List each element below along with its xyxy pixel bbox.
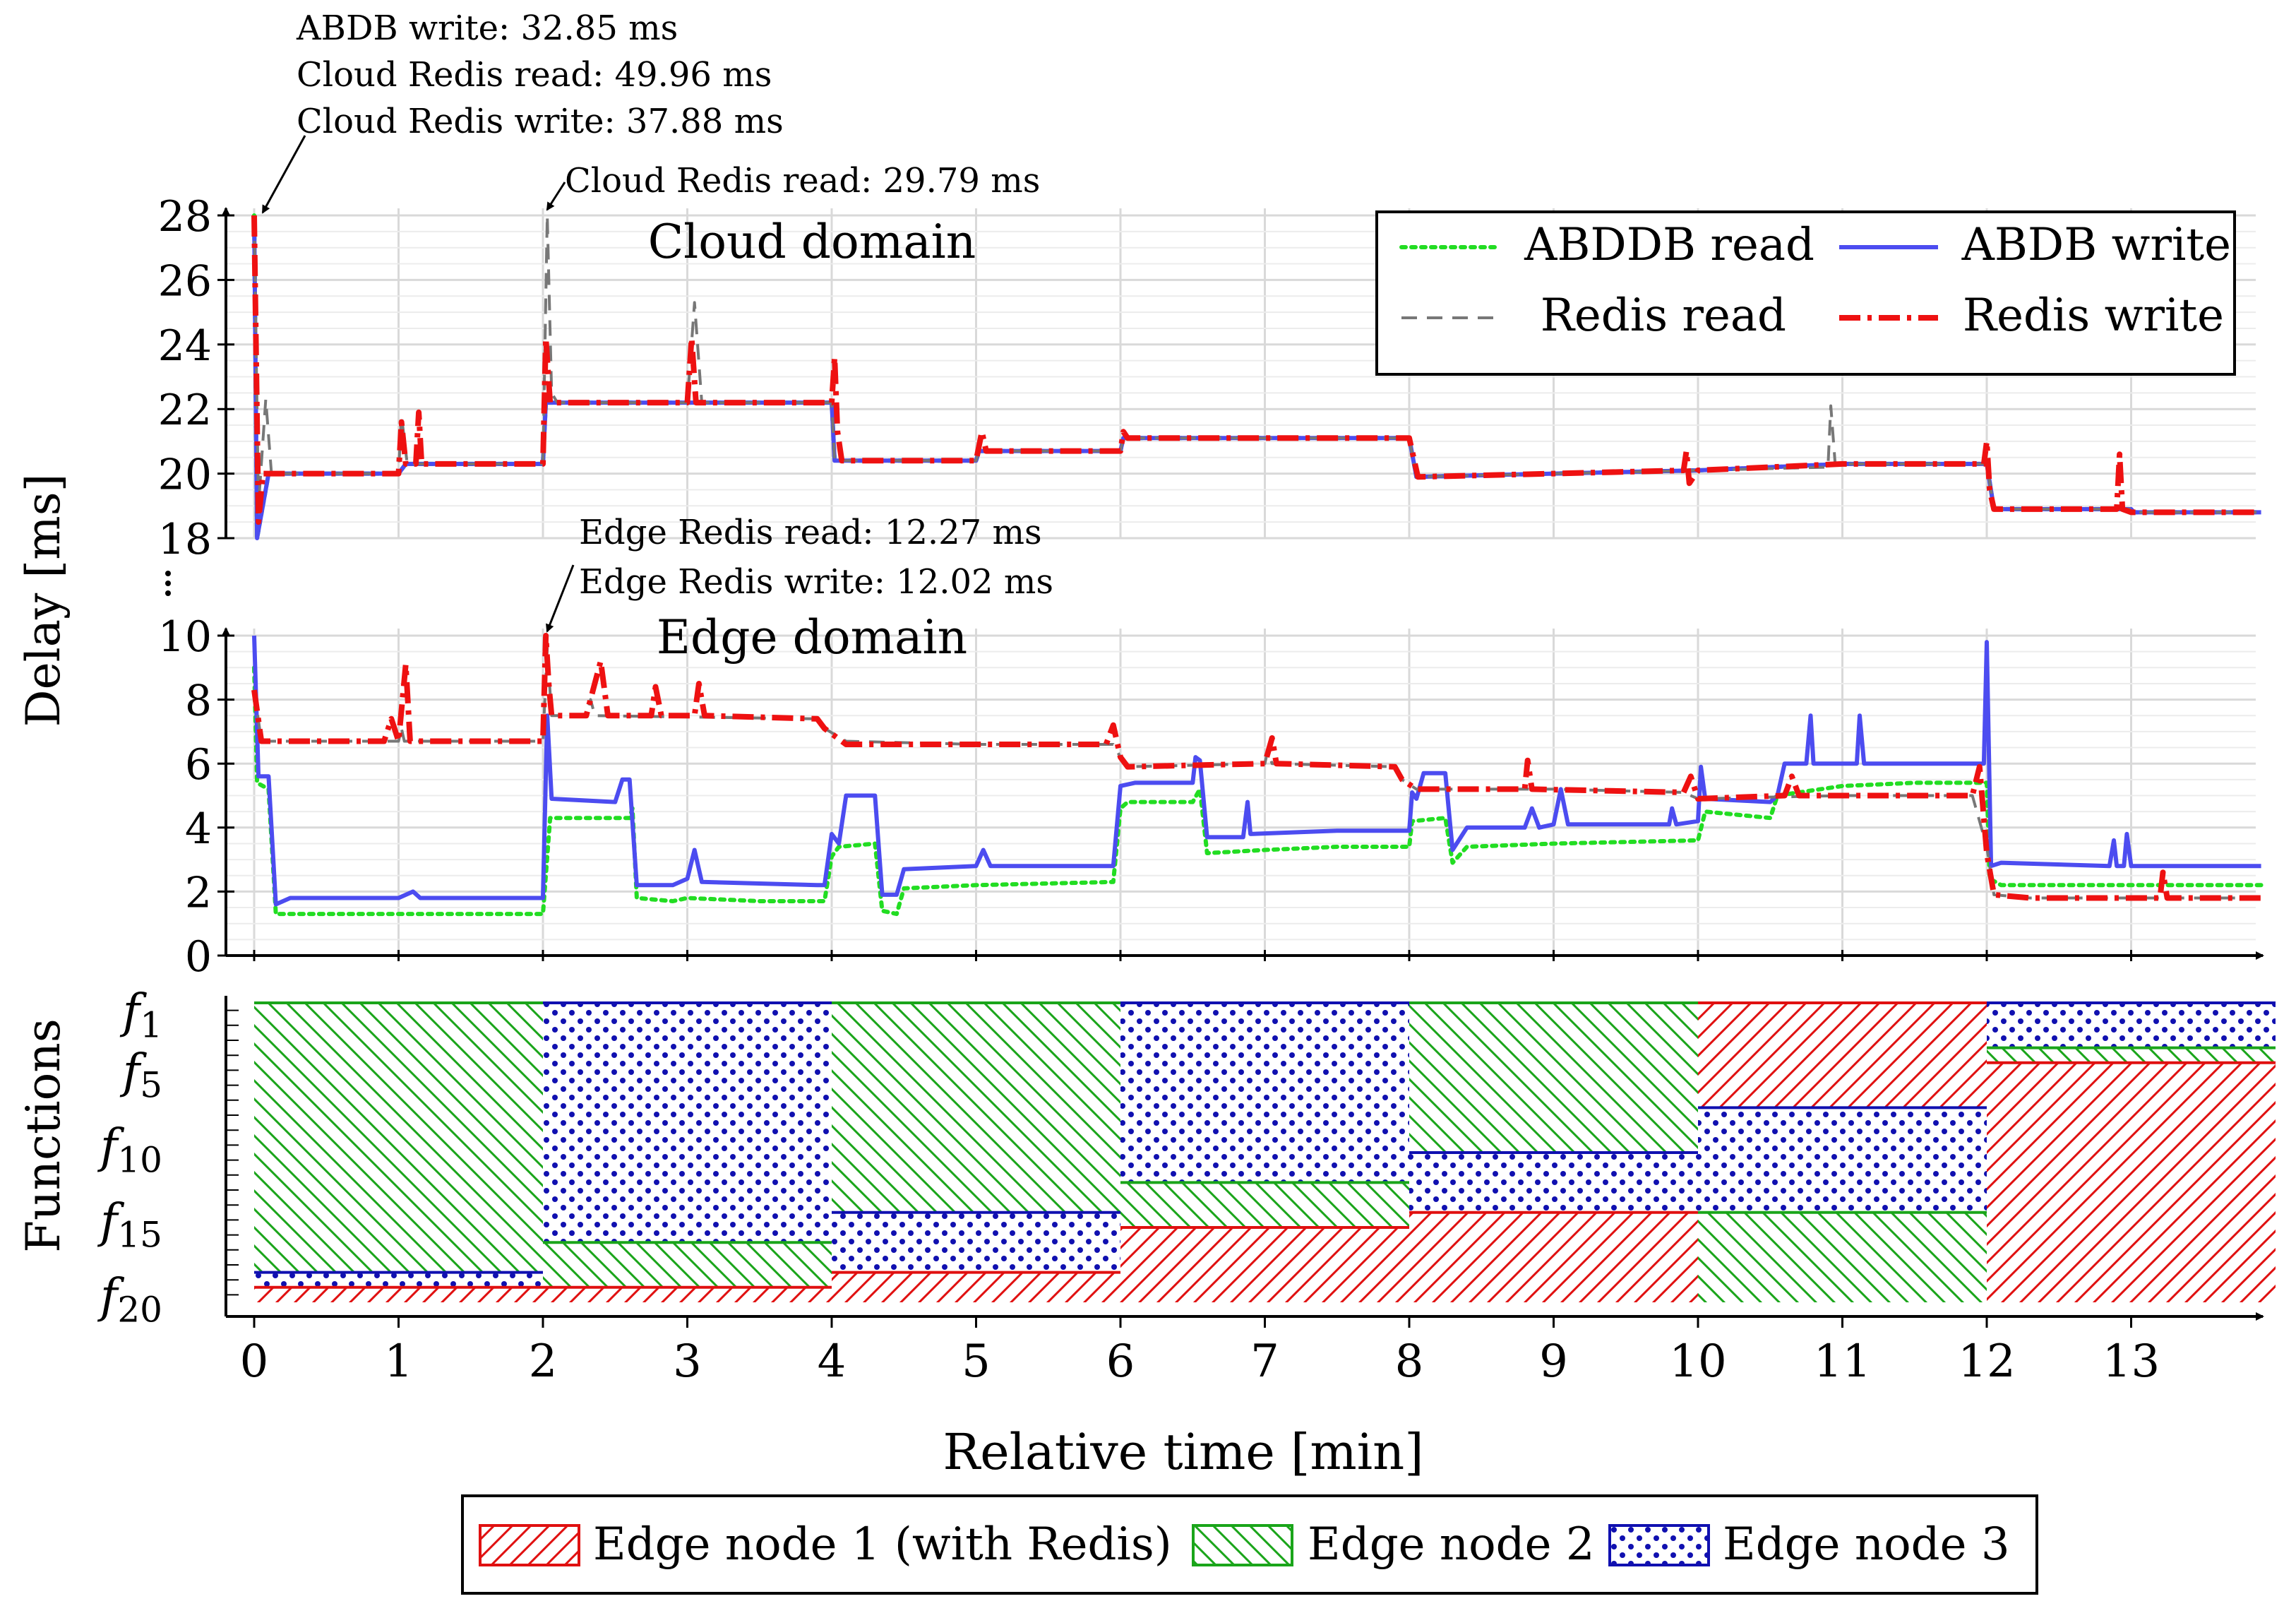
cloud-axes: 18 20 22 24 26 28 (158, 192, 234, 564)
annotation-arrow (546, 182, 566, 211)
node-legend-label: Edge node 1 (with Redis) (593, 1518, 1172, 1571)
edge-title: Edge domain (657, 610, 967, 665)
cloud-ytick-label: 26 (158, 256, 212, 306)
edge-series-abddb-read (252, 665, 2264, 917)
cloud-series-group (251, 213, 2264, 540)
legend-label: Redis write (1963, 290, 2224, 342)
x-tick-label: 6 (1106, 1336, 1135, 1388)
edge-panel: 0 2 4 6 8 10 Edge domain (158, 610, 2264, 982)
node-legend-swatch (1192, 1524, 1293, 1566)
function-band-edge-node-1-with-redis- (1987, 1062, 2276, 1302)
edge-ytick-label: 2 (185, 868, 212, 917)
function-band-edge-node-1-with-redis- (543, 1287, 832, 1302)
x-tick-label: 7 (1250, 1336, 1279, 1388)
function-tick-label: f1 (119, 985, 162, 1046)
function-band-edge-node-3 (832, 1212, 1120, 1273)
function-band-edge-node-2 (254, 1003, 543, 1273)
x-tick-label: 11 (1814, 1336, 1871, 1388)
edge-series-group (251, 633, 2264, 917)
legend-label: ABDDB read (1524, 219, 1814, 271)
edge-grid (226, 629, 2256, 957)
node-legend-swatch (1608, 1524, 1710, 1566)
axis-break-icon (165, 571, 171, 596)
edge-ytick-label: 6 (185, 740, 212, 790)
edge-ytick-label: 10 (158, 612, 212, 662)
legend-box (1375, 210, 2236, 376)
function-band-edge-node-1-with-redis- (832, 1272, 1120, 1302)
x-axis-label: Relative time [min] (943, 1423, 1423, 1481)
legend-label: ABDB write (1961, 219, 2231, 271)
x-tick-label: 5 (962, 1336, 991, 1388)
function-band-edge-node-3 (1120, 1003, 1409, 1183)
function-band-edge-node-3 (1409, 1153, 1698, 1213)
function-band-edge-node-2 (543, 1242, 832, 1287)
edge-axes: 0 2 4 6 8 10 (158, 612, 2264, 982)
function-band-edge-node-1-with-redis- (1120, 1227, 1409, 1302)
edge-series-redis-read (253, 647, 2261, 900)
x-tick-label: 12 (1958, 1336, 2015, 1388)
annotation-text: ABDB write: 32.85 ms (296, 8, 678, 48)
legend-label: Redis read (1541, 290, 1786, 342)
node-legend-label: Edge node 3 (1723, 1518, 2010, 1571)
edge-ytick-label: 4 (185, 804, 212, 854)
edge-ytick-label: 8 (185, 677, 212, 726)
function-band-edge-node-1-with-redis- (1409, 1212, 1698, 1302)
annotation-arrow (546, 564, 575, 633)
function-bands-group (254, 1001, 2276, 1302)
function-band-edge-node-3 (543, 1003, 832, 1243)
function-band-edge-node-2 (1409, 1003, 1698, 1153)
function-band-edge-node-3 (254, 1272, 543, 1287)
function-tick-label: f10 (97, 1119, 162, 1180)
series-legend: ABDDB read ABDB write Redis read Redis writ… (1375, 210, 2236, 376)
function-band-edge-node-3 (1987, 1003, 2276, 1048)
annotation-text: Cloud Redis read: 29.79 ms (565, 161, 1040, 201)
node-legend: Edge node 1 (with Redis) Edge node 2 Edge … (461, 1494, 2038, 1595)
function-band-edge-node-2 (1120, 1182, 1409, 1227)
node-legend-swatch (479, 1524, 580, 1566)
cloud-ytick-label: 20 (158, 451, 212, 500)
x-tick-label: 1 (384, 1336, 413, 1388)
cloud-title: Cloud domain (648, 215, 976, 269)
function-band-edge-node-3 (1698, 1107, 1987, 1213)
annotation-text: Cloud Redis write: 37.88 ms (297, 102, 784, 141)
x-tick-label: 13 (2103, 1336, 2160, 1388)
edge-series-redis-write (251, 633, 2261, 901)
function-tick-label: f5 (119, 1044, 162, 1105)
function-tick-label: f20 (97, 1268, 162, 1330)
x-tick-label: 8 (1395, 1336, 1424, 1388)
cloud-ytick-label: 18 (158, 515, 212, 564)
functions-axis-label: Functions (16, 1018, 71, 1253)
x-tick-label: 10 (1669, 1336, 1726, 1388)
function-band-edge-node-1-with-redis- (254, 1287, 543, 1302)
x-tick-label: 4 (818, 1336, 847, 1388)
annotation-arrow (261, 135, 306, 214)
annotations-group: ABDB write: 32.85 ms Cloud Redis read: 49… (261, 8, 1053, 633)
x-tick-label: 3 (673, 1336, 702, 1388)
cloud-series-redis-write (251, 215, 2261, 525)
annotation-text: Edge Redis write: 12.02 ms (579, 562, 1053, 602)
edge-ytick-label: 0 (185, 932, 212, 982)
function-band-edge-node-2 (832, 1003, 1120, 1213)
x-tick-label: 2 (529, 1336, 558, 1388)
annotation-text: Edge Redis read: 12.27 ms (579, 513, 1042, 552)
function-tick-label: f15 (97, 1194, 162, 1255)
function-band-edge-node-2 (1698, 1212, 1987, 1302)
function-band-edge-node-2 (1987, 1047, 2276, 1063)
function-band-edge-node-1-with-redis- (1698, 1003, 1987, 1108)
x-tick-label: 9 (1539, 1336, 1568, 1388)
cloud-ytick-label: 24 (158, 321, 212, 371)
cloud-ytick-label: 22 (158, 386, 212, 435)
x-tick-label: 0 (240, 1336, 269, 1388)
annotation-text: Cloud Redis read: 49.96 ms (297, 55, 772, 95)
edge-series-abdb-write (252, 635, 2261, 907)
delay-axis-label: Delay [ms] (16, 474, 71, 727)
cloud-ytick-label: 28 (158, 192, 212, 242)
node-legend-label: Edge node 2 (1308, 1518, 1595, 1571)
